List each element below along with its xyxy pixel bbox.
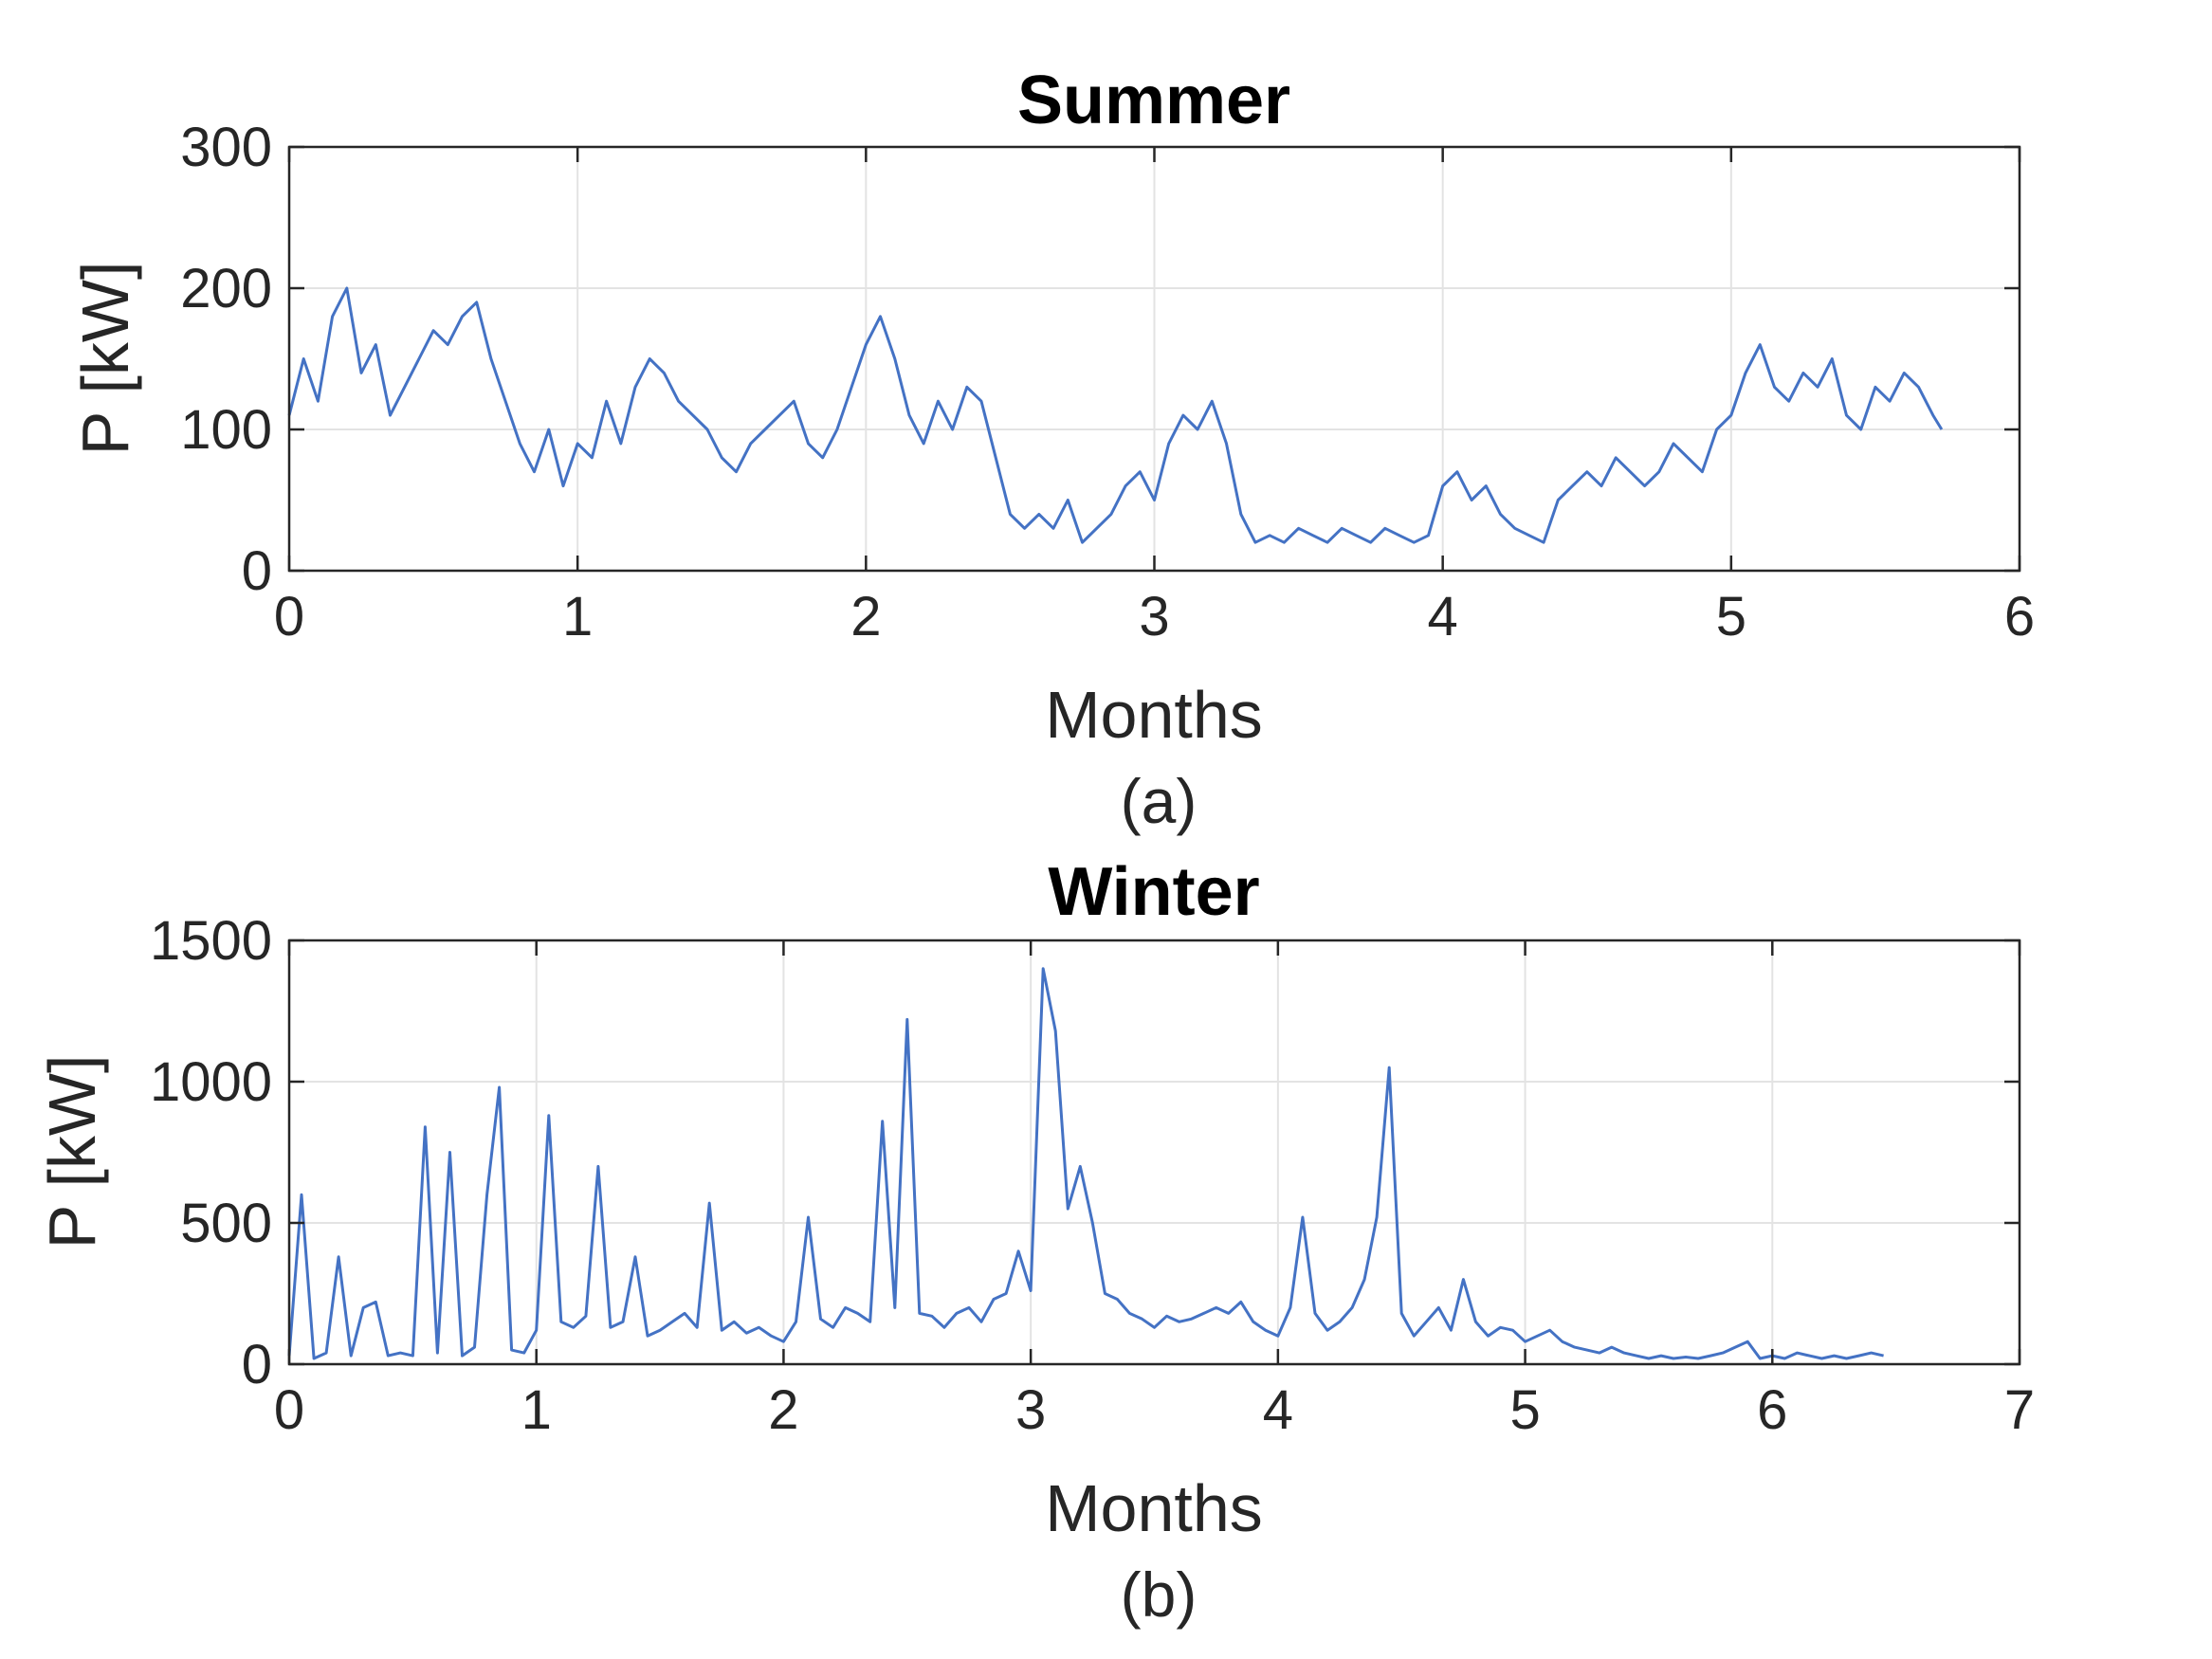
summer-series-line [287,286,1944,544]
winter-x-tick-label: 6 [1757,1379,1787,1441]
summer-x-axis-label: Months [1045,678,1263,752]
winter-x-tick-label: 1 [521,1379,552,1441]
winter-y-tick-label: 0 [242,1334,272,1395]
winter-series-line [287,967,1884,1360]
winter-x-tick-label: 3 [1015,1379,1046,1441]
winter-y-axis-label: P [kW] [35,1055,109,1249]
summer-caption: (a) [1121,766,1197,836]
winter-series [287,967,1884,1360]
winter-x-axis-label: Months [1045,1471,1263,1545]
summer-x-tick-label: 5 [1716,586,1746,647]
winter-x-tick-label: 5 [1509,1379,1540,1441]
winter-y-ticks: 0 500 1000 1500 [150,910,2020,1395]
winter-x-tick-label: 0 [274,1379,304,1441]
summer-series [287,286,1944,544]
winter-x-tick-label: 7 [2004,1379,2035,1441]
winter-x-ticks: 0 1 2 3 4 5 6 7 [274,940,2035,1441]
winter-plot-area [289,940,2020,1364]
summer-x-tick-label: 4 [1428,586,1458,647]
winter-grid [289,940,2020,1364]
summer-title: Summer [1017,63,1290,138]
winter-x-tick-label: 4 [1263,1379,1293,1441]
winter-y-tick-label: 1500 [150,910,272,972]
summer-x-tick-label: 0 [274,586,304,647]
summer-x-tick-label: 2 [850,586,881,647]
summer-y-tick-label: 0 [242,540,272,602]
summer-y-ticks: 0 100 200 300 [180,117,2020,602]
summer-x-ticks: 0 1 2 3 4 5 6 [274,147,2035,647]
winter-title: Winter [1048,854,1259,930]
winter-y-tick-label: 500 [180,1193,272,1254]
summer-y-tick-label: 100 [180,399,272,461]
summer-y-axis-label: P [kW] [68,262,142,456]
summer-x-tick-label: 3 [1139,586,1169,647]
winter-panel: Winter 0 1 2 3 4 5 6 7 0 500 1000 1500 Months P [k… [35,854,2035,1630]
summer-grid [289,147,2020,571]
winter-x-tick-label: 2 [768,1379,798,1441]
summer-x-tick-label: 1 [562,586,593,647]
winter-y-tick-label: 1000 [150,1051,272,1113]
summer-x-tick-label: 6 [2004,586,2035,647]
winter-caption: (b) [1121,1559,1197,1630]
summer-y-tick-label: 200 [180,258,272,319]
winter-axes-box [287,939,2021,1366]
summer-y-tick-label: 300 [180,117,272,178]
